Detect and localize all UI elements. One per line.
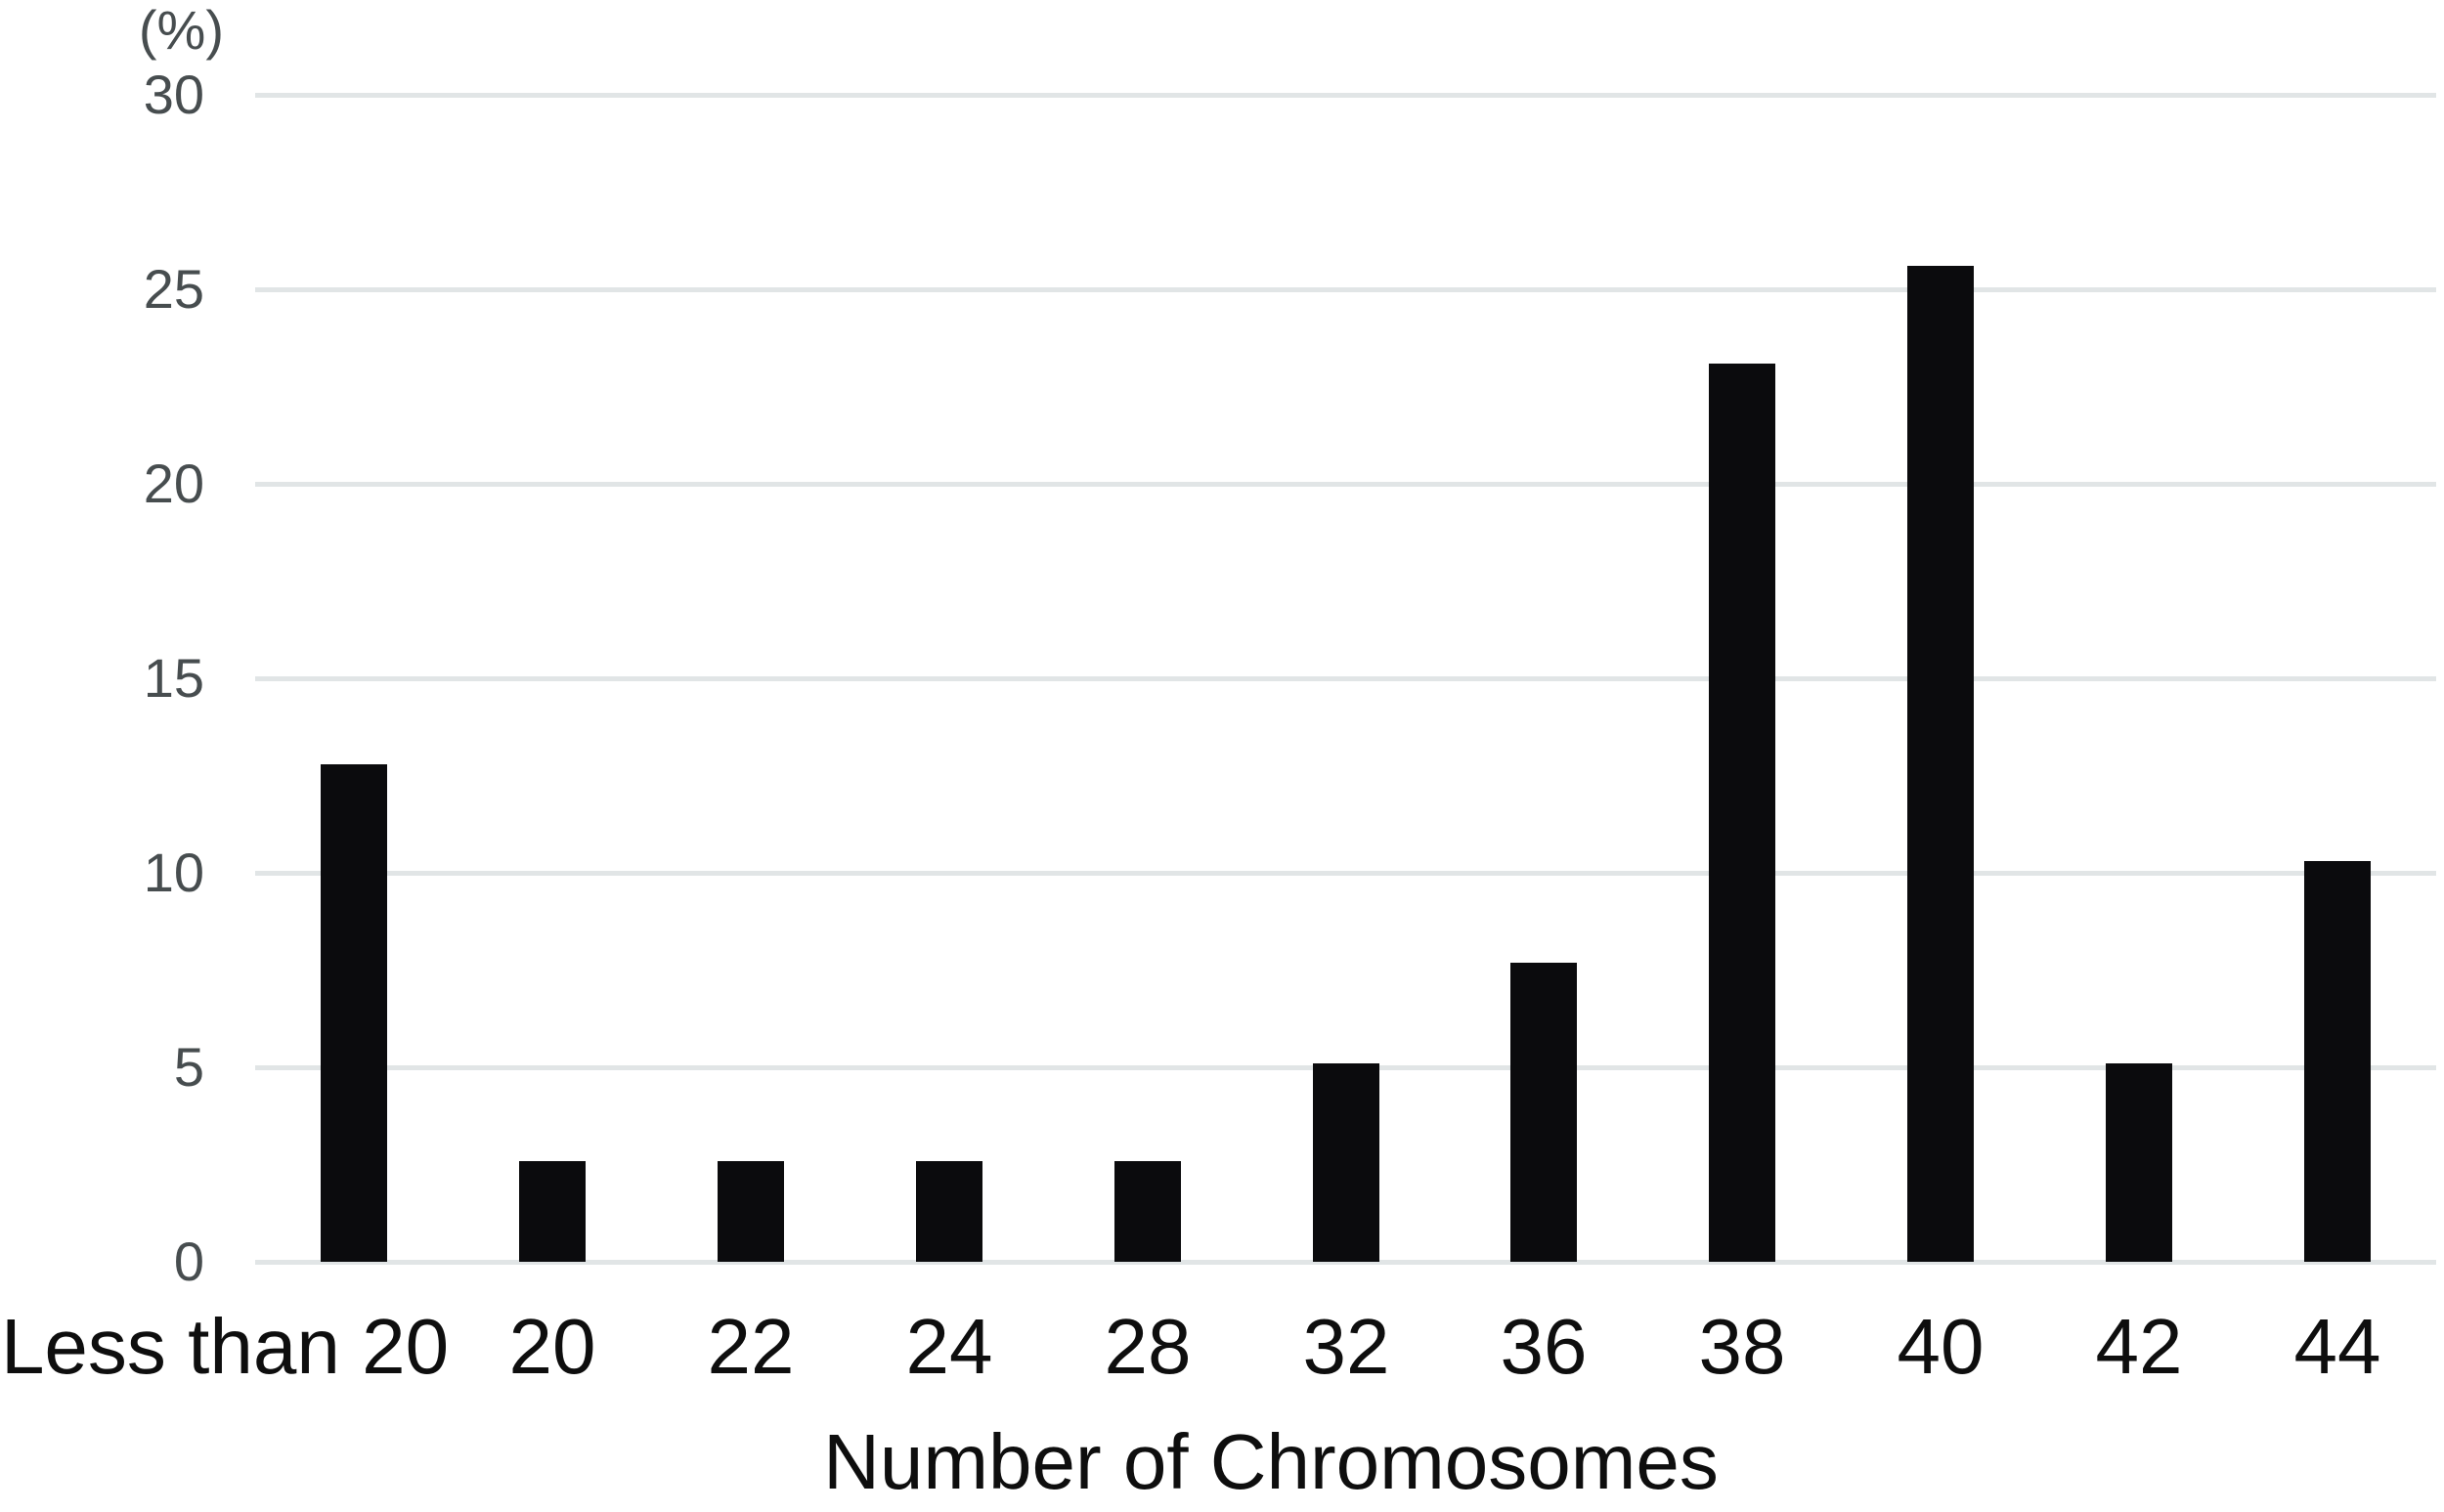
- gridline: [255, 676, 2436, 681]
- bar: [2304, 861, 2371, 1262]
- bar: [1907, 266, 1974, 1262]
- x-tick-label: 24: [905, 1303, 993, 1390]
- bar: [2106, 1063, 2172, 1262]
- x-tick-label: 42: [2095, 1303, 2183, 1390]
- y-tick-label: 30: [143, 64, 204, 125]
- bar: [718, 1161, 784, 1262]
- x-tick-label: 22: [707, 1303, 795, 1390]
- gridline: [255, 871, 2436, 876]
- x-tick-label: 20: [508, 1303, 596, 1390]
- bar: [519, 1161, 586, 1262]
- y-tick-label: 25: [143, 258, 204, 320]
- gridline: [255, 482, 2436, 487]
- y-axis-unit-label: (%): [138, 0, 224, 61]
- x-tick-label: Less than 20: [0, 1303, 450, 1390]
- gridline: [255, 93, 2436, 98]
- y-tick-label: 15: [143, 647, 204, 709]
- y-tick-label: 20: [143, 453, 204, 514]
- x-tick-label: 32: [1302, 1303, 1390, 1390]
- x-tick-label: 36: [1500, 1303, 1588, 1390]
- y-tick-label: 5: [173, 1036, 204, 1098]
- x-axis-title: Number of Chromosomes: [823, 1418, 1719, 1505]
- x-tick-label: 44: [2293, 1303, 2381, 1390]
- bar: [321, 764, 387, 1262]
- y-tick-label: 0: [173, 1231, 204, 1292]
- bar: [916, 1161, 982, 1262]
- x-tick-label: 38: [1698, 1303, 1786, 1390]
- x-tick-label: 28: [1104, 1303, 1192, 1390]
- bar: [1313, 1063, 1379, 1262]
- gridline: [255, 287, 2436, 292]
- gridline: [255, 1260, 2436, 1265]
- bar: [1510, 963, 1577, 1262]
- bar: [1114, 1161, 1181, 1262]
- y-tick-label: 10: [143, 842, 204, 903]
- x-tick-label: 40: [1897, 1303, 1985, 1390]
- bar: [1709, 364, 1775, 1262]
